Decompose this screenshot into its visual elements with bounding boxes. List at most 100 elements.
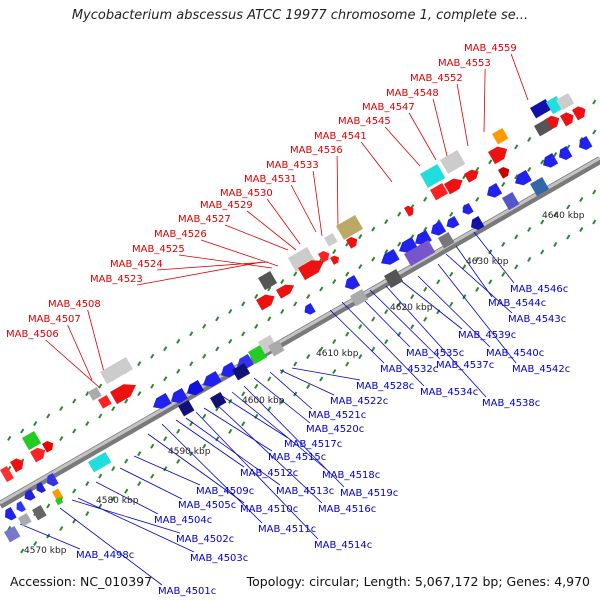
tick-mark — [72, 398, 77, 404]
gene-arrow-reverse — [221, 362, 238, 378]
tick-mark — [410, 294, 415, 300]
forward-leader-line — [290, 184, 317, 233]
forward-leader-line — [67, 324, 93, 381]
gene-feature — [87, 452, 112, 473]
tick-mark — [241, 391, 246, 397]
gene-arrow-forward — [560, 112, 574, 127]
gene-feature — [430, 183, 449, 201]
gene-feature — [318, 251, 330, 263]
forward-gene-label: MAB_4553 — [438, 58, 491, 69]
tick-mark — [98, 413, 103, 419]
gene-arrow-reverse — [16, 501, 26, 513]
reverse-gene-label: MAB_4544c — [488, 298, 546, 309]
reverse-gene-label: MAB_4540c — [486, 348, 544, 359]
forward-leader-line — [137, 261, 263, 286]
gene-block — [98, 394, 112, 409]
reverse-leader-line — [119, 467, 183, 500]
gene-arrow-reverse — [431, 221, 447, 236]
gene-block — [268, 340, 285, 357]
gene-feature — [210, 392, 227, 409]
tick-mark — [319, 346, 324, 352]
gene-arrow-forward — [318, 251, 330, 263]
tick-mark — [280, 398, 285, 404]
reverse-leader-line — [221, 395, 289, 439]
gene-block — [232, 363, 251, 381]
gene-block — [87, 452, 112, 473]
gene-block — [440, 150, 466, 174]
tick-mark — [553, 241, 558, 247]
tick-mark — [592, 189, 597, 195]
forward-leader-line — [510, 53, 529, 101]
gene-feature — [579, 136, 593, 150]
tick-mark — [124, 488, 129, 494]
reverse-leader-line — [133, 455, 201, 486]
gene-feature — [559, 146, 573, 160]
tick-mark — [150, 473, 155, 479]
reverse-leader-line — [185, 417, 281, 486]
tick-mark — [189, 361, 194, 367]
gene-feature — [4, 526, 21, 543]
gene-block — [210, 392, 227, 409]
tick-mark — [254, 323, 259, 329]
forward-gene-label: MAB_4541 — [314, 131, 367, 142]
tick-mark — [475, 256, 480, 262]
forward-leader-line — [246, 210, 297, 251]
forward-leader-line — [408, 112, 437, 161]
gene-block — [502, 192, 520, 211]
tick-mark — [423, 196, 428, 202]
leader-lines — [19, 53, 529, 586]
gene-arrow-reverse — [579, 136, 593, 150]
reverse-gene-label: MAB_4502c — [176, 534, 234, 545]
forward-gene-label: MAB_4507 — [28, 314, 81, 325]
gene-block — [178, 400, 195, 417]
gene-feature — [256, 294, 275, 311]
reverse-leader-line — [175, 419, 245, 468]
forward-leader-line — [360, 141, 393, 183]
tick-mark — [202, 323, 207, 329]
forward-leader-line — [456, 83, 469, 147]
forward-gene-label: MAB_4526 — [154, 229, 207, 240]
reverse-leader-line — [213, 401, 323, 504]
tick-mark — [59, 406, 64, 412]
gene-block — [4, 526, 21, 543]
reverse-leader-line — [231, 391, 327, 470]
reverse-gene-label: MAB_4514c — [314, 540, 372, 551]
scale-label: 4570 kbp — [24, 546, 67, 556]
tick-mark — [111, 406, 116, 412]
tick-mark — [228, 338, 233, 344]
topology-text: Topology: circular; Length: 5,067,172 bp… — [246, 574, 590, 589]
forward-leader-line — [312, 170, 323, 237]
gene-feature — [560, 112, 574, 127]
gene-arrow-reverse — [345, 275, 361, 290]
tick-mark — [345, 331, 350, 337]
gene-block — [420, 164, 446, 188]
forward-gene-label: MAB_4531 — [244, 174, 297, 185]
reverse-leader-line — [437, 263, 517, 364]
reverse-gene-label: MAB_4515c — [268, 452, 326, 463]
tick-mark — [228, 308, 233, 314]
tick-mark — [267, 286, 272, 292]
tick-mark — [215, 406, 220, 412]
gene-feature — [100, 357, 133, 385]
gene-block — [492, 128, 509, 145]
reverse-leader-line — [417, 275, 491, 348]
tick-mark — [319, 286, 324, 292]
tick-mark — [527, 166, 532, 172]
reverse-gene-label: MAB_4509c — [196, 486, 254, 497]
gene-block — [530, 177, 550, 197]
chromosome-backbone-highlight — [0, 156, 600, 505]
scale-label: 4590 kbp — [168, 447, 211, 457]
gene-feature — [24, 489, 36, 501]
tick-mark — [553, 151, 558, 157]
forward-gene-label: MAB_4552 — [410, 73, 463, 84]
gene-feature — [431, 221, 447, 236]
gene-block — [258, 271, 278, 291]
tick-mark — [475, 166, 480, 172]
gene-block — [336, 215, 364, 240]
tick-mark — [410, 324, 415, 330]
tick-mark — [566, 204, 571, 210]
gene-feature — [543, 153, 559, 168]
gene-arrow-reverse — [36, 482, 46, 494]
gene-feature — [404, 205, 414, 217]
